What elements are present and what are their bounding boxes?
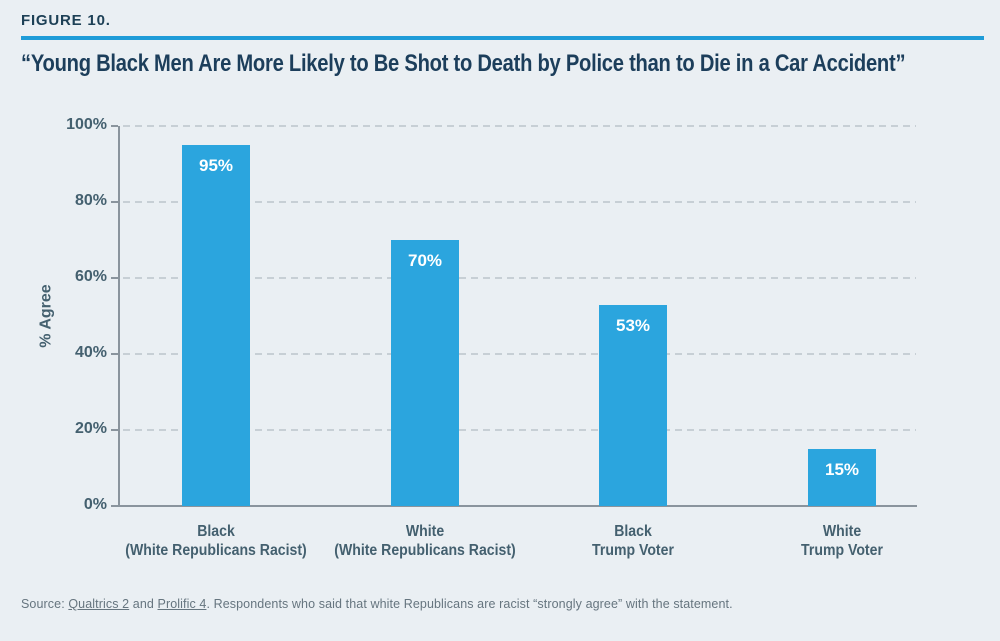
gridline-20 bbox=[123, 429, 916, 431]
y-tick-label-0: 0% bbox=[83, 496, 107, 513]
x-category-label-3-line-0: White bbox=[822, 523, 862, 540]
bar-value-label-2: 53% bbox=[615, 316, 651, 335]
x-category-label-0: Black (White Republicans Racist) bbox=[110, 522, 321, 560]
x-category-label-3-line-1: Trump Voter bbox=[801, 542, 883, 559]
figure-title: “Young Black Men Are More Likely to Be S… bbox=[21, 50, 991, 78]
y-tick-80 bbox=[111, 201, 118, 203]
gridline-80 bbox=[123, 201, 916, 203]
figure-label: FIGURE 10. bbox=[21, 12, 111, 29]
x-category-label-1-line-1: (White Republicans Racist) bbox=[334, 542, 516, 559]
bar-1: 70% bbox=[391, 240, 459, 506]
source-prefix: Source: bbox=[21, 597, 69, 611]
bar-value-label-0: 95% bbox=[198, 156, 234, 175]
gridline-60 bbox=[123, 277, 916, 279]
x-category-label-2-line-1: Trump Voter bbox=[592, 542, 674, 559]
y-tick-label-80: 80% bbox=[74, 192, 107, 209]
y-tick-label-20: 20% bbox=[74, 420, 107, 437]
y-tick-0 bbox=[111, 505, 118, 507]
bar-2: 53% bbox=[599, 305, 667, 506]
gridline-40 bbox=[123, 353, 916, 355]
source-link-prolific[interactable]: Prolific 4 bbox=[157, 597, 207, 611]
x-category-label-0-line-0: Black bbox=[197, 523, 235, 540]
bar-3: 15% bbox=[808, 449, 876, 506]
y-tick-label-40: 40% bbox=[74, 344, 107, 361]
y-tick-label-60: 60% bbox=[74, 268, 107, 285]
x-category-label-2: Black Trump Voter bbox=[527, 522, 738, 560]
figure-title-text: “Young Black Men Are More Likely to Be S… bbox=[21, 50, 906, 77]
x-category-label-1-line-0: White bbox=[405, 523, 445, 540]
source-suffix: . Respondents who said that white Republ… bbox=[206, 597, 733, 611]
bar-0: 95% bbox=[182, 145, 250, 506]
x-category-label-2-line-0: Black bbox=[614, 523, 652, 540]
y-axis-title: % Agree bbox=[32, 126, 62, 506]
y-tick-100 bbox=[111, 125, 118, 127]
source-link-qualtrics[interactable]: Qualtrics 2 bbox=[68, 597, 130, 611]
gridline-100 bbox=[123, 125, 916, 127]
y-axis-line bbox=[118, 126, 120, 507]
x-axis-line bbox=[118, 505, 917, 507]
bar-value-label-1: 70% bbox=[407, 251, 443, 270]
bar-chart-plot-area: 0% 20% 40% 60% 80% 100% 95% Black (White Republi… bbox=[66, 116, 917, 559]
header-rule bbox=[21, 36, 984, 40]
source-mid: and bbox=[129, 597, 158, 611]
y-tick-40 bbox=[111, 353, 118, 355]
x-category-label-3: White Trump Voter bbox=[736, 522, 947, 560]
x-category-label-0-line-1: (White Republicans Racist) bbox=[125, 542, 307, 559]
bar-value-label-3: 15% bbox=[824, 460, 860, 479]
x-category-label-1: White (White Republicans Racist) bbox=[319, 522, 530, 560]
y-tick-label-100: 100% bbox=[66, 116, 107, 133]
y-tick-60 bbox=[111, 277, 118, 279]
source-note: Source: Qualtrics 2 and Prolific 4. Resp… bbox=[21, 597, 733, 611]
y-tick-20 bbox=[111, 429, 118, 431]
y-axis-title-text: % Agree bbox=[38, 284, 55, 348]
